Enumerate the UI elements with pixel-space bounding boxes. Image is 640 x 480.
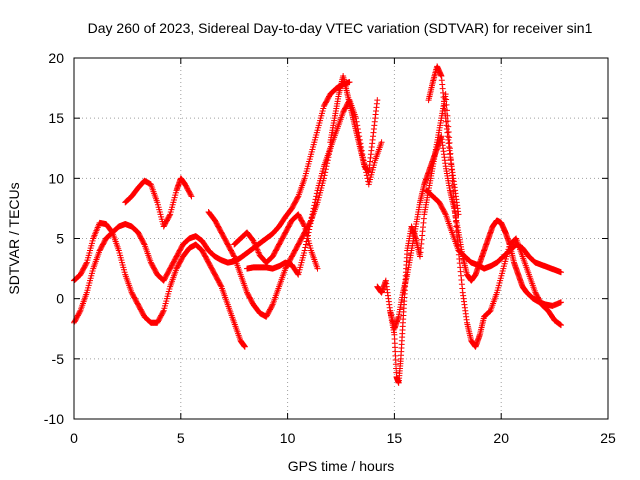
series-track-c	[122, 175, 195, 230]
data-point	[308, 214, 315, 221]
data-point	[378, 139, 385, 146]
series-track-k	[425, 63, 462, 218]
x-tick-label: 5	[177, 430, 185, 446]
data-point	[322, 166, 329, 173]
y-tick-label: 10	[48, 170, 64, 186]
chart-title: Day 260 of 2023, Sidereal Day-to-day VTE…	[88, 20, 593, 36]
data-point	[313, 193, 320, 200]
data-point	[303, 238, 310, 245]
data-point	[108, 228, 115, 235]
y-tick-label: 15	[48, 110, 64, 126]
data-point	[76, 308, 83, 315]
x-axis-title: GPS time / hours	[288, 458, 395, 474]
data-point	[251, 239, 258, 246]
data-point	[310, 205, 317, 212]
data-point	[314, 265, 321, 272]
data-point	[160, 308, 167, 315]
data-point	[455, 211, 462, 218]
data-point	[251, 240, 258, 247]
series-track-e	[231, 211, 321, 272]
data-point	[294, 194, 301, 201]
data-point	[301, 247, 308, 254]
data-point	[486, 308, 493, 315]
y-tick-label: -10	[44, 411, 64, 427]
data-point	[308, 217, 315, 224]
y-tick-label: -5	[52, 351, 65, 367]
series-track-b	[71, 219, 248, 350]
data-point	[322, 169, 329, 176]
data-point	[254, 246, 261, 253]
data-point	[304, 235, 311, 242]
data-point	[188, 193, 195, 200]
data-point	[140, 240, 147, 247]
data-point	[445, 129, 452, 136]
grid	[74, 58, 608, 419]
data-point	[558, 269, 565, 276]
data-point	[312, 196, 319, 203]
series-track-j	[423, 187, 565, 276]
x-tick-label: 20	[493, 430, 509, 446]
data-point	[346, 79, 353, 86]
axis-ticks: 0 5 10 15 20 25 -10 -5 0 5 10 15 20	[44, 50, 616, 446]
x-tick-label: 0	[70, 430, 78, 446]
data-point	[309, 211, 316, 218]
data-point	[352, 115, 359, 122]
data-point	[230, 252, 237, 259]
data-point	[442, 91, 449, 98]
data-point	[253, 245, 260, 252]
series-track-g	[327, 73, 381, 176]
data-point	[250, 237, 257, 244]
data-point	[252, 242, 259, 249]
data-point	[313, 190, 320, 197]
data-point	[252, 243, 259, 250]
data-point	[254, 248, 261, 255]
data-point	[364, 175, 371, 182]
data-point	[302, 241, 309, 248]
data-point	[255, 249, 262, 256]
y-tick-label: 5	[56, 231, 64, 247]
data-point	[311, 202, 318, 209]
data-point	[302, 244, 309, 251]
data-point	[310, 208, 317, 215]
data-point	[187, 192, 194, 199]
data-point	[558, 299, 565, 306]
data-point	[241, 343, 248, 350]
data-point	[307, 220, 314, 227]
data-point	[301, 222, 308, 229]
y-tick-label: 20	[48, 50, 64, 66]
series-track-d	[205, 145, 334, 320]
series-track-f	[244, 97, 385, 278]
data-point	[306, 223, 313, 230]
data-point	[363, 172, 370, 179]
x-tick-label: 15	[387, 430, 403, 446]
data-point	[374, 97, 381, 104]
x-tick-label: 10	[280, 430, 296, 446]
data-point	[83, 260, 90, 267]
y-tick-label: 0	[56, 291, 64, 307]
data-point	[306, 226, 313, 233]
data-point	[294, 270, 301, 277]
data-point	[512, 236, 519, 243]
data-point	[442, 210, 449, 217]
series-track-a	[71, 79, 353, 326]
data-point	[311, 199, 318, 206]
data-point	[217, 282, 224, 289]
data-point	[305, 229, 312, 236]
data-point	[304, 232, 311, 239]
x-tick-label: 25	[600, 430, 616, 446]
data-point	[166, 212, 173, 219]
data-point	[269, 302, 276, 309]
data-points	[71, 63, 565, 386]
data-point	[558, 322, 565, 329]
y-axis-title: SDTVAR / TECUs	[6, 182, 22, 294]
